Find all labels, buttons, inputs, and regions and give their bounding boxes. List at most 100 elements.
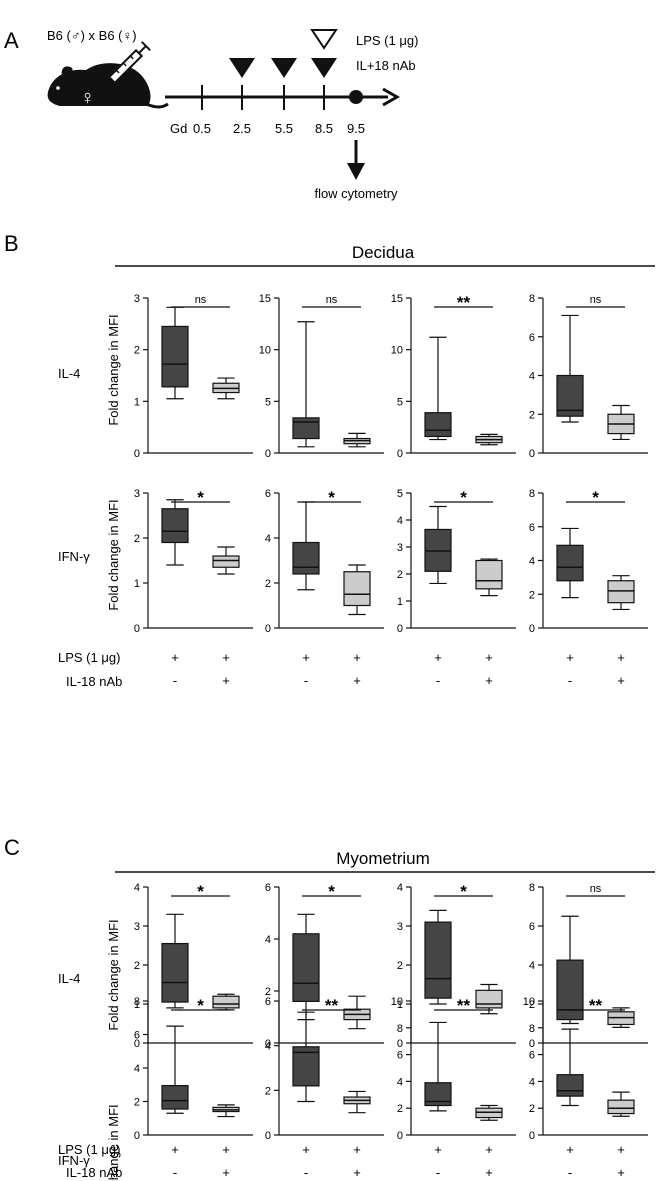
box-plot-b-ifn-4: 0 2 4 6 8 * + - + + — [529, 488, 648, 688]
box-lps — [161, 1084, 189, 1110]
y-tick-label: 2 — [134, 533, 140, 545]
y-tick-label: 0 — [134, 623, 140, 635]
box-lps — [556, 544, 584, 582]
y-tick-label: 6 — [265, 882, 271, 894]
y-tick-label: 1 — [134, 999, 140, 1011]
box-plot-c-ifn-2: 0 2 4 6 ** + - + + — [265, 996, 384, 1180]
y-tick-label: 0 — [134, 448, 140, 460]
lps-sign: + — [302, 650, 310, 665]
box-plot-b-il4-2: 0 5 10 15 ns — [259, 293, 384, 460]
endpoint-dot — [349, 90, 363, 104]
panel-b-letter: B — [4, 231, 19, 256]
y-tick-label: 4 — [265, 533, 271, 545]
significance-label: ** — [325, 996, 339, 1015]
nab-injection-marker-icon — [229, 58, 255, 78]
y-tick-label: 3 — [397, 542, 403, 554]
y-tick-label: 15 — [391, 293, 403, 305]
significance-label: * — [197, 996, 204, 1015]
y-tick-label: 6 — [134, 1030, 140, 1042]
box-plot-b-ifn-1: 0 1 2 3 * + - + + — [134, 488, 253, 688]
significance-label: ns — [195, 294, 207, 306]
box-plot-c-il4-4: 0 2 4 6 8 ns — [529, 882, 648, 1050]
y-tick-label: 0 — [529, 1038, 535, 1050]
y-tick-label: 4 — [397, 515, 403, 527]
box-lps — [292, 541, 320, 575]
y-tick-label: 4 — [529, 1076, 535, 1088]
y-axis-title: Fold change in MFI — [106, 919, 121, 1030]
y-tick-label: 0 — [134, 1130, 140, 1142]
y-tick-label: 5 — [397, 488, 403, 500]
y-tick-label: 3 — [134, 488, 140, 500]
y-tick-label: 8 — [397, 1023, 403, 1035]
box-lps — [556, 1074, 584, 1097]
significance-label: * — [328, 488, 335, 507]
significance-label: ** — [457, 293, 471, 312]
box-lps — [292, 1046, 320, 1087]
y-tick-label: 4 — [265, 1041, 271, 1053]
y-tick-label: 2 — [397, 569, 403, 581]
row-label-il4: IL-4 — [58, 971, 80, 986]
lps-sign: + — [302, 1142, 310, 1157]
treatment-lps-label: LPS (1 μg) — [58, 650, 120, 665]
legend-lps: LPS (1 μg) — [356, 33, 418, 48]
nab-sign: + — [222, 673, 230, 688]
y-tick-label: 0 — [265, 623, 271, 635]
y-tick-label: 0 — [529, 1130, 535, 1142]
row-label-il4: IL-4 — [58, 366, 80, 381]
nab-sign: - — [304, 673, 308, 688]
box-plot-b-ifn-3: 0 1 2 3 4 5 * + - + + — [397, 488, 516, 688]
lps-injection-marker-icon — [310, 29, 338, 50]
y-tick-label: 2 — [134, 345, 140, 357]
box-lps — [424, 921, 452, 999]
mating-label: B6 (♂) x B6 (♀) — [47, 28, 137, 43]
y-tick-label: 5 — [265, 396, 271, 408]
significance-label: * — [460, 882, 467, 901]
nab-sign: + — [617, 673, 625, 688]
timepoint-label: 5.5 — [275, 121, 293, 136]
y-tick-label: 6 — [397, 1050, 403, 1062]
box-plot-c-il4-2: 0 2 4 6 * — [265, 882, 384, 1050]
significance-label: * — [460, 488, 467, 507]
y-tick-label: 6 — [529, 332, 535, 344]
box-plot-b-il4-3: 0 5 10 15 ** — [391, 293, 516, 460]
box-lps — [424, 1082, 452, 1107]
lps-sign: + — [566, 650, 574, 665]
row-label-ifng: IFN-γ — [58, 1153, 90, 1168]
significance-label: * — [592, 488, 599, 507]
y-tick-label: 1 — [397, 596, 403, 608]
box-lps-nab — [475, 559, 503, 590]
nab-sign: + — [617, 1165, 625, 1180]
y-tick-label: 2 — [397, 1103, 403, 1115]
y-axis-title: Fold change in MFI — [106, 314, 121, 425]
lps-sign: + — [222, 650, 230, 665]
legend-nab: IL+18 nAb — [356, 58, 416, 73]
box-lps — [292, 417, 320, 440]
box-lps-nab — [212, 995, 240, 1009]
y-tick-label: 8 — [529, 488, 535, 500]
y-tick-label: 2 — [265, 578, 271, 590]
y-tick-label: 0 — [397, 623, 403, 635]
box-lps-nab — [475, 989, 503, 1009]
box-plot-b-il4-4: 0 2 4 6 8 ns — [529, 293, 648, 460]
y-tick-label: 3 — [397, 921, 403, 933]
nab-sign: + — [353, 1165, 361, 1180]
y-tick-label: 6 — [529, 1050, 535, 1062]
nab-injection-marker-icon — [271, 58, 297, 78]
y-tick-label: 0 — [265, 448, 271, 460]
nab-injection-marker-icon — [311, 58, 337, 78]
y-tick-label: 4 — [265, 934, 271, 946]
box-lps — [556, 959, 584, 1021]
timepoint-label: 8.5 — [315, 121, 333, 136]
y-tick-label: 0 — [397, 1038, 403, 1050]
lps-sign: + — [171, 650, 179, 665]
box-lps-nab — [607, 1099, 635, 1115]
y-tick-label: 6 — [265, 996, 271, 1008]
y-tick-label: 10 — [391, 996, 403, 1008]
y-tick-label: 1 — [134, 578, 140, 590]
box-lps — [556, 374, 584, 417]
nab-sign: + — [485, 673, 493, 688]
y-tick-label: 4 — [529, 371, 535, 383]
timeline-arrow-icon — [382, 87, 401, 107]
